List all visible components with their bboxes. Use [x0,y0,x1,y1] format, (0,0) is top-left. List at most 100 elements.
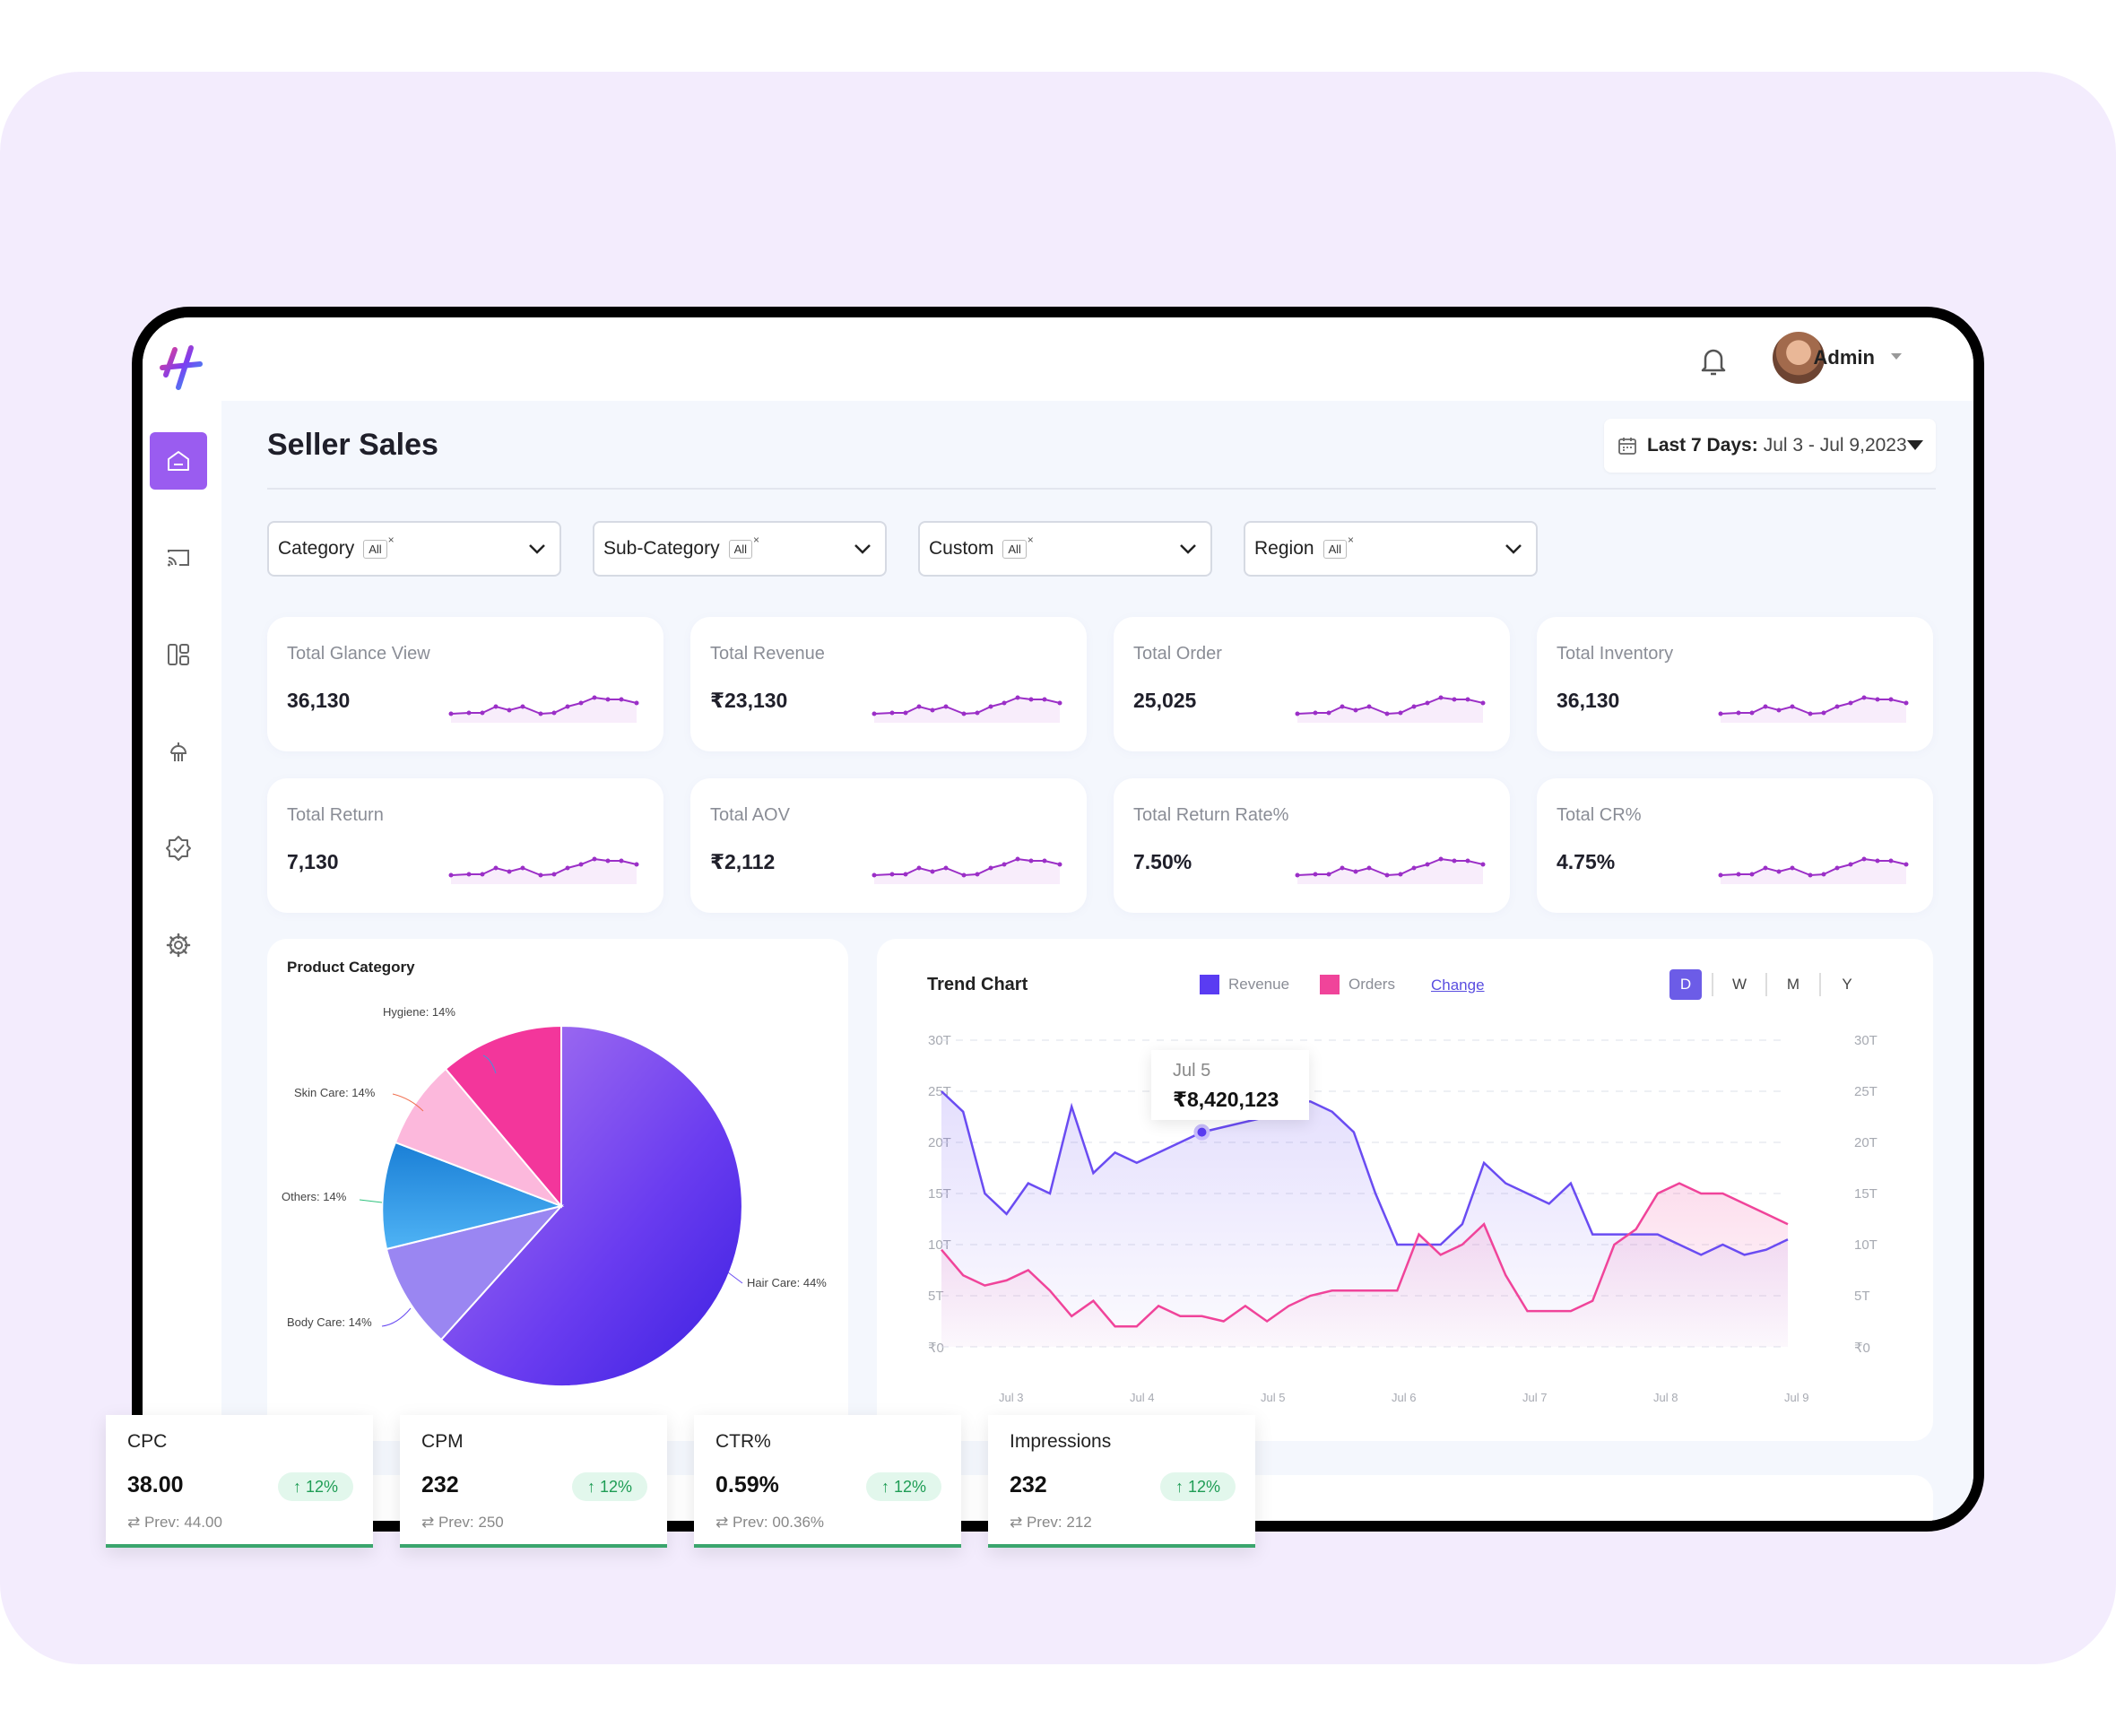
pie-slice-body-care[interactable] [385,1204,564,1341]
nav-cast[interactable] [150,529,207,586]
close-icon[interactable]: × [1348,533,1355,546]
kpi-card[interactable]: Total Return Rate% 7.50% [1114,778,1510,913]
sparkline-line [873,696,1061,716]
metric-card-impressions[interactable]: Impressions 232 ↑ 12% ⇄ Prev: 212 [988,1415,1255,1548]
kpi-card[interactable]: Total Order 25,025 [1114,617,1510,751]
kpi-label: Total Revenue [710,644,825,664]
y-tick: 5T [928,1289,944,1304]
sparkline-point [1904,862,1909,867]
sparkline-point [1340,865,1345,871]
nav-settings[interactable] [150,916,207,974]
change-badge: ↑ 12% [572,1472,647,1501]
nav-reports[interactable] [150,723,207,780]
verified-badge-icon [166,836,191,861]
nav-layout[interactable] [150,626,207,683]
pie-slice-skin-care[interactable] [394,1067,562,1207]
sparkline-point [1834,865,1840,871]
filter-label: Custom [929,538,994,559]
sparkline-area [1297,859,1483,884]
sparkline-point [1776,707,1782,713]
kpi-card[interactable]: Total Return 7,130 [267,778,663,913]
sparkline-point [448,711,454,716]
filter-chip[interactable]: All × [1002,534,1034,559]
chevron-down-icon[interactable] [1891,353,1902,360]
sparkline-line [1296,857,1484,877]
app-logo[interactable] [159,344,209,398]
sparkline-area [874,859,1060,884]
pie-slice-hygiene[interactable] [444,1024,562,1209]
y-tick: ₹0 [928,1341,944,1356]
sparkline [448,856,639,884]
page-title: Seller Sales [267,428,438,462]
sparkline-point [1295,872,1300,878]
user-name[interactable]: Admin [1813,346,1875,369]
filter-sub-category[interactable]: Sub-Category All × [593,521,887,577]
kpi-card[interactable]: Total Revenue ₹23,130 [690,617,1087,751]
sparkline-line [873,857,1061,877]
filter-category[interactable]: Category All × [267,521,561,577]
metric-label: CTR% [715,1431,771,1452]
filter-chip[interactable]: All × [363,534,395,559]
kpi-value: 36,130 [287,689,351,712]
sparkline [1718,856,1909,884]
divider [267,488,1936,490]
sparkline-point [903,710,908,716]
avatar[interactable] [1773,332,1825,384]
app-screen: Admin Seller Sales Last 7 Days: Jul 3 - … [143,317,1973,1521]
filter-region[interactable]: Region All × [1244,521,1538,577]
chevron-down-icon [854,544,871,554]
sparkline-point [578,700,584,706]
sparkline-point [1384,872,1390,878]
pie-slice-hair-care[interactable] [439,1024,743,1387]
period-month[interactable]: M [1786,976,1800,993]
metric-card-cpm[interactable]: CPM 232 ↑ 12% ⇄ Prev: 250 [400,1415,667,1548]
sparkline-point [903,872,908,877]
metric-card-cpc[interactable]: CPC 38.00 ↑ 12% ⇄ Prev: 44.00 [106,1415,373,1548]
bell-icon[interactable] [1697,343,1730,378]
kpi-card[interactable]: Total Inventory 36,130 [1537,617,1933,751]
legend-orders[interactable]: Orders [1320,975,1395,994]
period-week[interactable]: W [1731,976,1747,993]
sparkline-point [1763,865,1768,871]
sparkline-point [1875,697,1880,702]
period-day[interactable]: D [1669,969,1702,1000]
close-icon[interactable]: × [753,533,760,546]
kpi-card[interactable]: Total AOV ₹2,112 [690,778,1087,913]
sparkline-area [451,859,637,884]
close-icon[interactable]: × [387,533,395,546]
legend-revenue[interactable]: Revenue [1200,975,1289,994]
sparkline-point [1718,711,1723,716]
kpi-card[interactable]: Total CR% 4.75% [1537,778,1933,913]
filter-label: Category [278,538,355,559]
change-link[interactable]: Change [1431,976,1485,994]
sparkline-point [480,710,485,716]
filter-chip[interactable]: All × [728,534,759,559]
chevron-down-icon [1505,544,1522,554]
metric-prev: ⇄ Prev: 44.00 [127,1514,222,1531]
sparkline-point [1042,697,1047,702]
period-year[interactable]: Y [1842,976,1852,993]
hover-point[interactable] [1193,1124,1210,1141]
nav-verified[interactable] [150,820,207,877]
close-icon[interactable]: × [1027,533,1034,546]
metric-card-ctr[interactable]: CTR% 0.59% ↑ 12% ⇄ Prev: 00.36% [694,1415,961,1548]
pie-slice-others[interactable] [381,1141,565,1251]
sparkline-point [889,710,895,716]
sparkline-point [943,704,949,709]
sparkline-point [1028,858,1034,864]
sparkline-point [605,858,611,864]
metric-label: CPM [421,1431,464,1452]
revenue-line [941,1090,1789,1256]
date-range-picker[interactable]: Last 7 Days: Jul 3 - Jul 9,2023 [1604,419,1936,473]
pie-label: Skin Care: 14% [294,1086,376,1099]
sparkline-point [1888,697,1894,702]
kpi-card[interactable]: Total Glance View 36,130 [267,617,663,751]
sparkline-point [1808,872,1813,878]
sparkline-point [1398,872,1403,877]
nav-home[interactable] [150,432,207,490]
sparkline-point [1749,710,1755,716]
main-content: Seller Sales Last 7 Days: Jul 3 - Jul 9,… [221,401,1973,1521]
filter-chip[interactable]: All × [1322,534,1354,559]
filter-custom[interactable]: Custom All × [918,521,1212,577]
sparkline [448,695,639,723]
